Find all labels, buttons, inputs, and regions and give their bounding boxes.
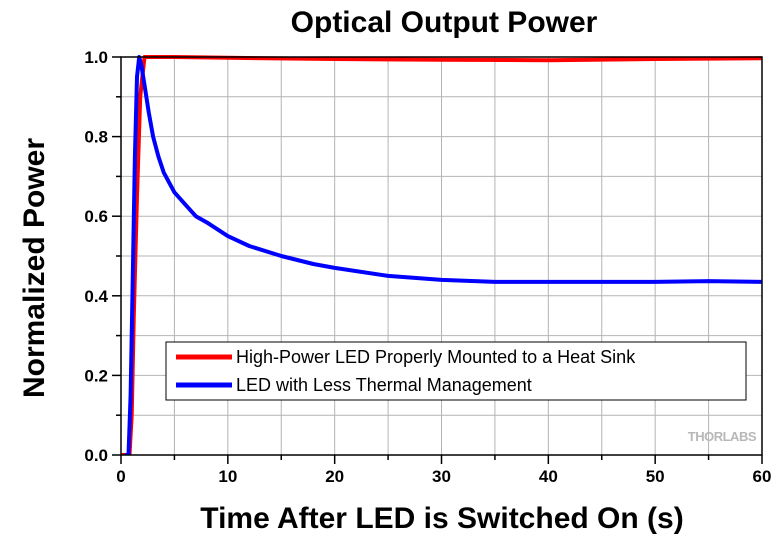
legend-label-less-thermal: LED with Less Thermal Management [236,375,532,395]
line-less-thermal [124,55,762,455]
x-tick-label: 10 [218,467,237,486]
y-tick-label: 0.8 [84,128,108,147]
x-tick-label: 60 [753,467,772,486]
legend: High-Power LED Properly Mounted to a Hea… [165,341,747,401]
legend-label-heatsink: High-Power LED Properly Mounted to a Hea… [236,347,636,367]
x-tick-label: 20 [325,467,344,486]
x-tick-label: 40 [539,467,558,486]
y-tick-label: 0.0 [84,446,108,465]
y-tick-label: 0.4 [84,287,108,306]
chart-title: Optical Output Power [291,6,598,39]
y-tick-label: 1.0 [84,48,108,67]
legend-box [165,341,747,401]
tick-labels: 0 10 20 30 40 50 60 0.0 0.2 0.4 0.6 0.8 1.0 [84,48,771,486]
y-tick-label: 0.6 [84,207,108,226]
x-axis-label: Time After LED is Switched On (s) [200,502,683,535]
y-axis-label: Normalized Power [18,138,51,398]
x-tick-label: 30 [432,467,451,486]
watermark-logo: THORLABS [688,429,757,444]
ticks [112,56,763,464]
y-tick-label: 0.2 [84,366,108,385]
x-tick-label: 50 [646,467,665,486]
x-tick-label: 0 [116,467,125,486]
